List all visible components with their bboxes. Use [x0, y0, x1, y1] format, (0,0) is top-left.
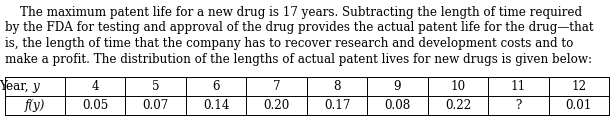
Text: Year,: Year, [0, 80, 32, 93]
Text: 6: 6 [212, 80, 220, 93]
Text: 4: 4 [91, 80, 99, 93]
Text: 8: 8 [333, 80, 341, 93]
Text: 7: 7 [273, 80, 281, 93]
Text: 0.05: 0.05 [82, 99, 108, 112]
Text: 0.22: 0.22 [445, 99, 471, 112]
Text: 11: 11 [511, 80, 526, 93]
Text: 0.14: 0.14 [203, 99, 229, 112]
Text: 0.17: 0.17 [324, 99, 350, 112]
Text: 0.01: 0.01 [565, 99, 592, 112]
Text: make a profit. The distribution of the lengths of actual patent lives for new dr: make a profit. The distribution of the l… [5, 53, 592, 65]
Text: The maximum patent life for a new drug is 17 years. Subtracting the length of ti: The maximum patent life for a new drug i… [5, 6, 582, 19]
Text: 12: 12 [571, 80, 586, 93]
Text: 9: 9 [394, 80, 401, 93]
Text: 0.08: 0.08 [384, 99, 411, 112]
Text: 0.07: 0.07 [142, 99, 169, 112]
Text: 10: 10 [450, 80, 465, 93]
Text: 0.20: 0.20 [263, 99, 290, 112]
Text: y: y [32, 80, 39, 93]
Text: by the FDA for testing and approval of the drug provides the actual patent life : by the FDA for testing and approval of t… [5, 21, 594, 34]
Text: ?: ? [515, 99, 521, 112]
Text: is, the length of time that the company has to recover research and development : is, the length of time that the company … [5, 37, 573, 50]
Text: 5: 5 [152, 80, 160, 93]
Text: f(y): f(y) [25, 99, 45, 112]
